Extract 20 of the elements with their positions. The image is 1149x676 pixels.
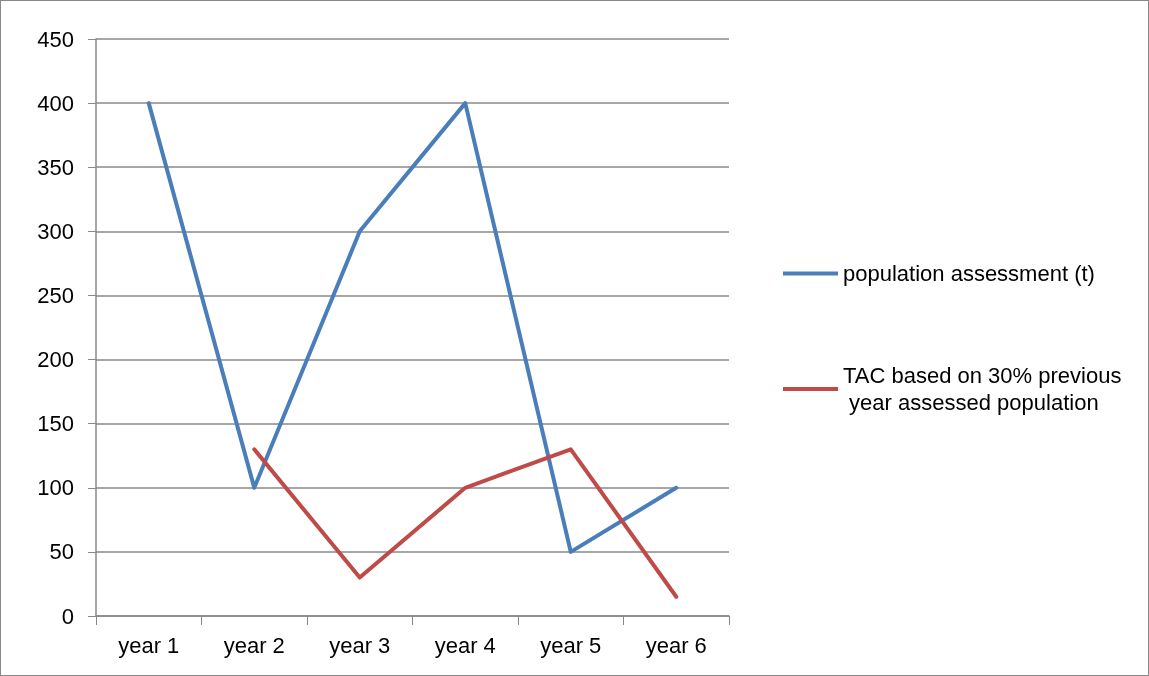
- legend-label: TAC based on 30% previous year assessed population: [843, 363, 1122, 415]
- y-tick-label: 350: [37, 154, 74, 180]
- x-tick-label: year 4: [434, 632, 496, 658]
- y-tick-label: 250: [37, 282, 74, 308]
- y-tick-label: 100: [37, 475, 74, 501]
- y-tick-label: 200: [37, 347, 74, 373]
- y-tick-label: 0: [61, 603, 74, 629]
- y-tick-label: 400: [37, 90, 74, 116]
- y-tick-label: 150: [37, 411, 74, 437]
- y-tick-label: 50: [49, 539, 74, 565]
- x-tick-label: year 6: [645, 632, 707, 658]
- legend-label: population assessment (t): [843, 261, 1095, 286]
- line-series: [146, 101, 679, 554]
- x-tick-label: year 5: [540, 632, 602, 658]
- y-tick-label: 300: [37, 218, 74, 244]
- x-tick-label: year 2: [223, 632, 285, 658]
- line-series: [252, 447, 679, 599]
- x-tick-label: year 3: [329, 632, 391, 658]
- y-tick-label: 450: [37, 26, 74, 52]
- x-tick-label: year 1: [118, 632, 180, 658]
